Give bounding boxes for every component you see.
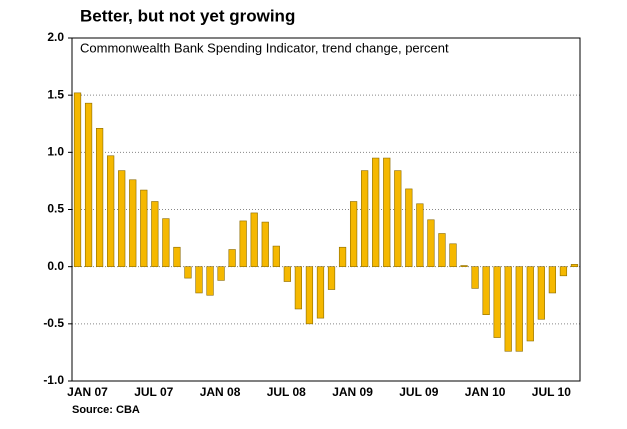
bar (394, 170, 402, 267)
bar (449, 243, 457, 267)
bar (316, 266, 325, 319)
y-tick-label: 1.5 (47, 87, 64, 101)
x-tick-label: JAN 09 (332, 385, 373, 399)
bar (140, 189, 148, 267)
bar (129, 179, 137, 267)
y-tick-label: 1.0 (47, 145, 64, 159)
bar (173, 246, 181, 267)
bar (73, 92, 82, 267)
bar (272, 245, 280, 267)
bar (84, 102, 93, 267)
source: Source: CBA (72, 404, 140, 416)
bar (504, 266, 512, 352)
y-tick-label: -0.5 (43, 316, 64, 330)
bar (184, 266, 192, 279)
bar (206, 266, 214, 296)
bar (438, 233, 446, 267)
bar (338, 246, 347, 267)
bar (372, 157, 380, 267)
bar (405, 188, 413, 267)
bar (239, 220, 247, 267)
bar (471, 266, 479, 289)
chart-title: Better, but not yet growing (80, 6, 295, 25)
bar (570, 264, 579, 267)
bar (151, 201, 159, 267)
bar (482, 266, 490, 315)
bar (559, 266, 568, 277)
bar (416, 203, 424, 267)
y-tick-label: 0.5 (47, 202, 64, 216)
chart-subtitle: Commonwealth Bank Spending Indicator, tr… (80, 40, 449, 55)
bar (118, 170, 126, 267)
y-tick-label: 0.0 (47, 259, 64, 273)
bar (548, 266, 557, 294)
bar (95, 128, 104, 267)
y-tick-label: 2.0 (47, 30, 64, 44)
bar (250, 212, 258, 267)
x-tick-label: JAN 07 (67, 385, 108, 399)
bar (195, 266, 203, 294)
x-tick-label: JUL 07 (134, 385, 173, 399)
bar (107, 155, 115, 267)
y-tick-label: -1.0 (43, 373, 64, 387)
bar (349, 201, 358, 267)
bar (526, 266, 534, 342)
x-tick-label: JUL 09 (399, 385, 438, 399)
x-tick-label: JAN 10 (465, 385, 506, 399)
bar (294, 266, 303, 310)
bar (305, 266, 314, 325)
bar (283, 266, 291, 282)
bar (327, 266, 336, 290)
x-tick-label: JAN 08 (200, 385, 241, 399)
plot-frame (71, 37, 581, 382)
bar (361, 170, 369, 267)
bar (228, 249, 236, 267)
bar (537, 266, 545, 320)
bar (460, 265, 468, 267)
bar (261, 221, 269, 267)
x-tick-label: JUL 10 (532, 385, 571, 399)
x-tick-label: JUL 08 (267, 385, 306, 399)
bar (383, 157, 391, 267)
bar (427, 219, 435, 267)
bar (493, 266, 501, 338)
bar (515, 266, 523, 352)
bar (162, 218, 170, 267)
bar (217, 266, 225, 281)
